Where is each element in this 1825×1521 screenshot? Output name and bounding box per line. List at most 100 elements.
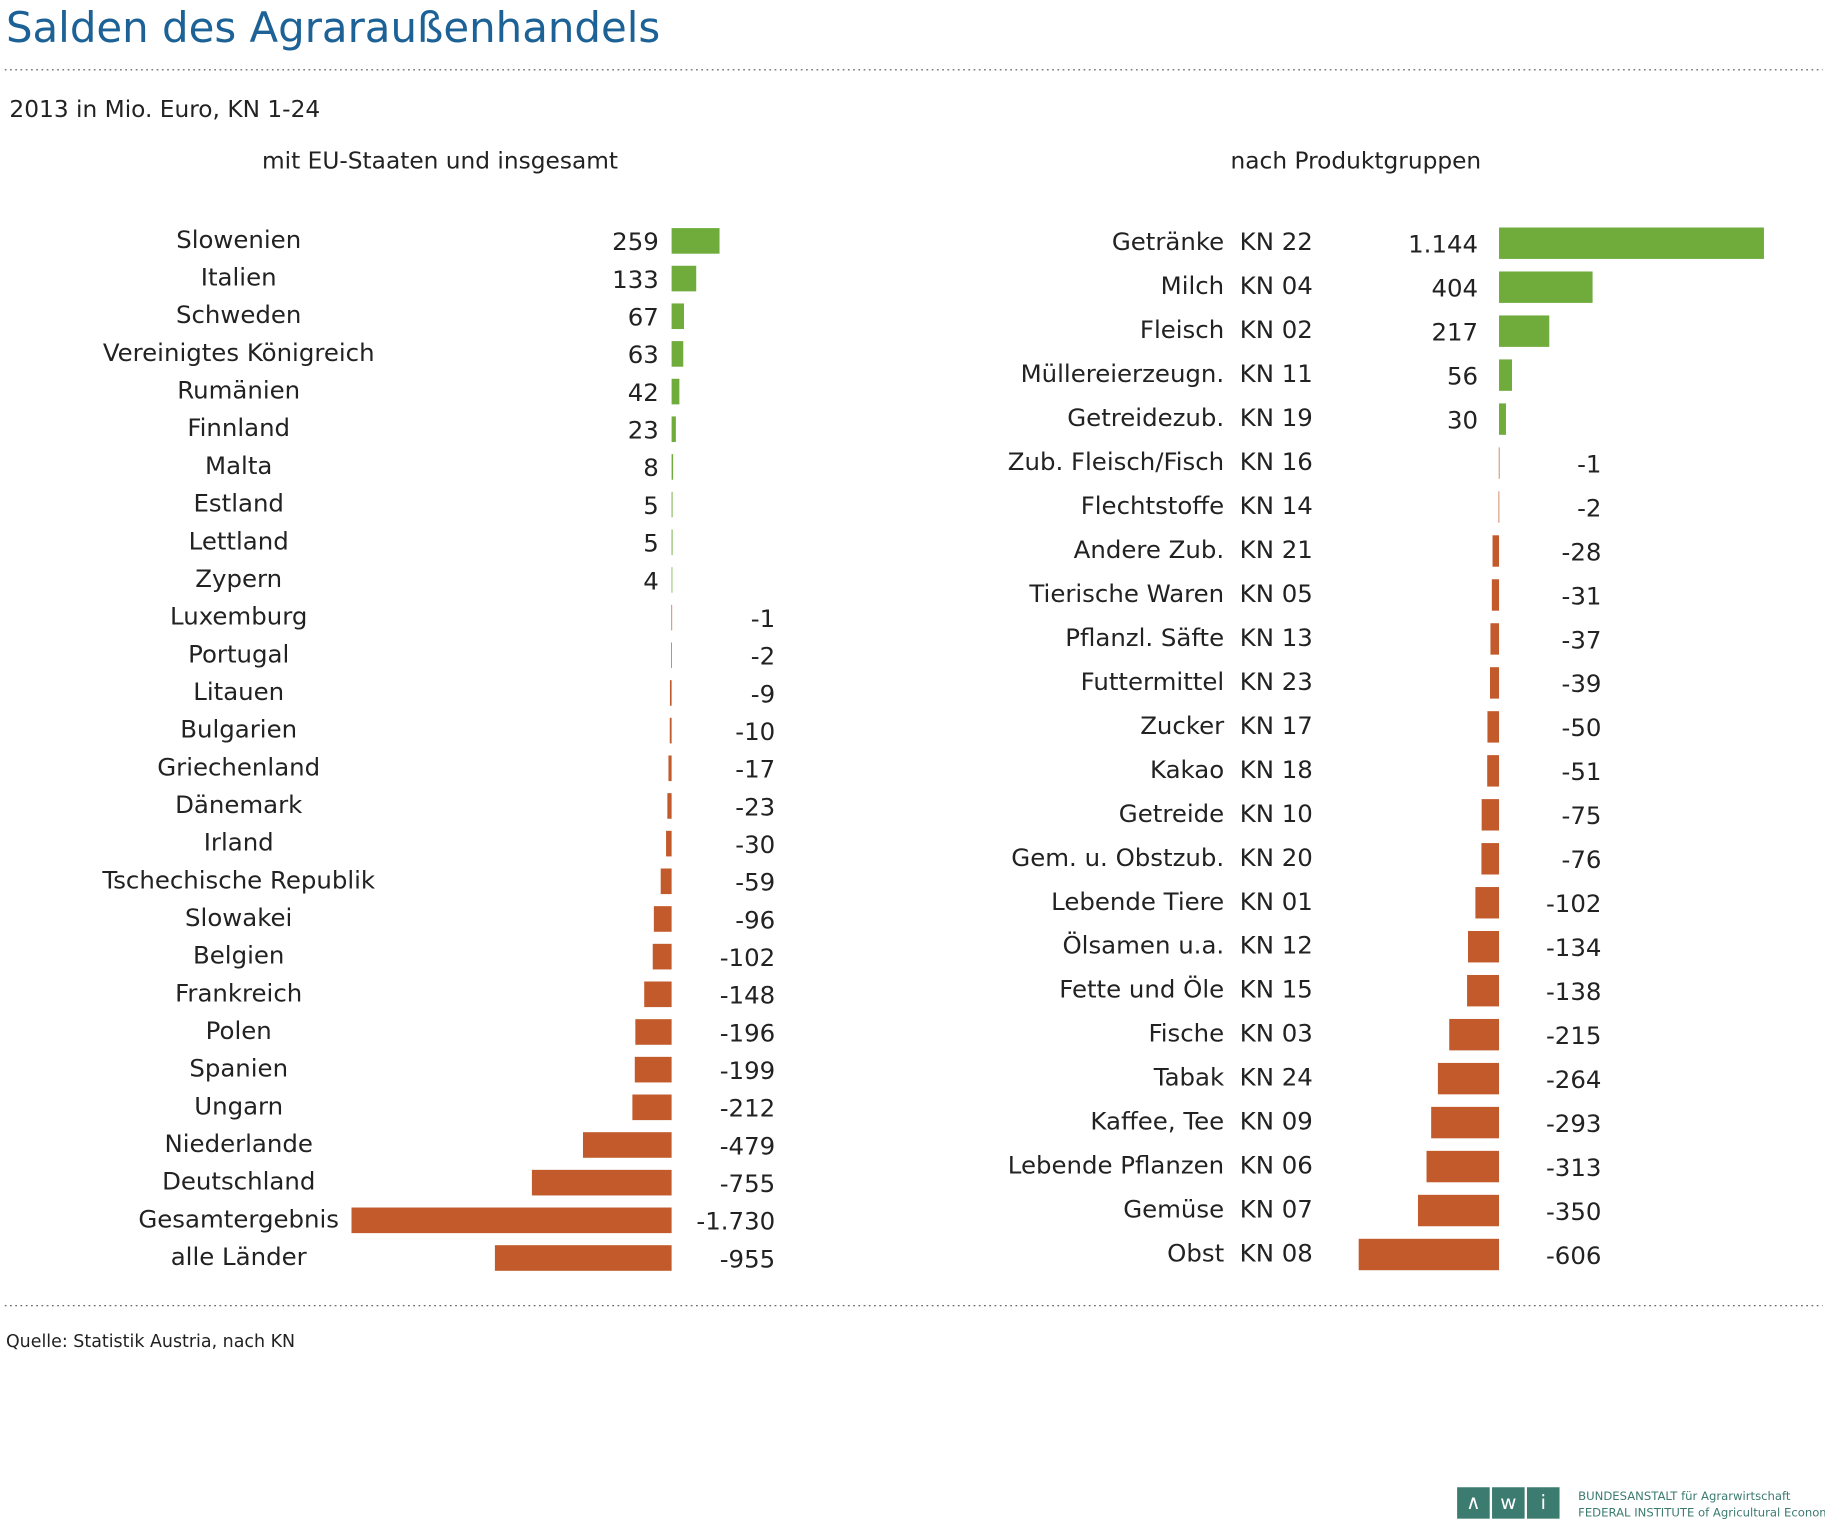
value-label: 30 <box>1447 405 1478 434</box>
bar <box>669 717 672 744</box>
value-label: -196 <box>720 1018 775 1047</box>
chart-title: mit EU-Staaten und insgesamt <box>262 147 618 174</box>
category-label: Slowenien <box>176 225 301 254</box>
value-label: -59 <box>735 868 775 897</box>
bar <box>652 943 672 970</box>
bar <box>1499 271 1593 303</box>
bar <box>671 604 673 631</box>
value-label: -37 <box>1562 625 1602 654</box>
bar <box>1492 535 1500 567</box>
category-label: Gem. u. Obstzub. KN 20 <box>1011 843 1313 872</box>
category-label: Fleisch KN 02 <box>1140 315 1313 344</box>
category-label: Niederlande <box>164 1129 312 1158</box>
category-label: Milch KN 04 <box>1161 271 1313 300</box>
value-label: 63 <box>628 340 659 369</box>
bar <box>671 228 720 254</box>
category-label: Pflanzl. Säfte KN 13 <box>1065 623 1313 652</box>
value-label: -75 <box>1562 801 1602 830</box>
logo-letter: w <box>1500 1491 1516 1514</box>
bar <box>1498 491 1500 523</box>
value-label: -39 <box>1562 669 1602 698</box>
bar <box>671 265 697 292</box>
bar <box>671 303 685 330</box>
category-label: Gemüse KN 07 <box>1123 1195 1313 1224</box>
category-label: Luxemburg <box>170 602 307 631</box>
value-label: -264 <box>1546 1065 1601 1094</box>
category-label: Frankreich <box>175 978 302 1007</box>
value-label: -76 <box>1562 845 1602 874</box>
category-label: Zucker KN 17 <box>1140 711 1313 740</box>
bar <box>671 341 684 367</box>
value-label: -51 <box>1562 757 1602 786</box>
bar <box>351 1207 672 1234</box>
category-label: Zypern <box>195 564 282 593</box>
bar <box>1449 1018 1500 1051</box>
value-label: 217 <box>1431 317 1478 346</box>
bar <box>1499 403 1506 435</box>
value-label: 259 <box>612 227 659 256</box>
bar <box>671 529 673 556</box>
bar <box>671 416 676 443</box>
value-label: 404 <box>1431 274 1478 303</box>
bar <box>635 1019 672 1045</box>
category-label: Andere Zub. KN 21 <box>1074 535 1313 564</box>
value-label: 42 <box>628 378 659 407</box>
value-label: -955 <box>720 1244 775 1273</box>
bar <box>1481 799 1500 831</box>
category-label: Rumänien <box>177 376 300 405</box>
logo-box <box>1457 1487 1490 1519</box>
category-label: Griechenland <box>157 752 320 781</box>
value-label: -17 <box>735 755 775 784</box>
bar <box>1481 843 1500 875</box>
bar <box>667 793 672 819</box>
bar <box>1499 359 1512 391</box>
bar <box>1467 931 1500 963</box>
category-label: Litauen <box>193 677 284 706</box>
bar <box>1487 755 1500 787</box>
category-label: Getreide KN 10 <box>1119 799 1313 828</box>
category-label: Gesamtergebnis <box>138 1204 339 1233</box>
value-label: -2 <box>1577 493 1601 522</box>
value-label: 133 <box>612 265 659 294</box>
category-label: Vereinigtes Königreich <box>103 338 375 367</box>
category-label: Müllereierzeugn. KN 11 <box>1021 359 1313 388</box>
chart-title: nach Produktgruppen <box>1231 147 1482 174</box>
category-label: Kakao KN 18 <box>1150 755 1313 784</box>
bar <box>668 755 672 782</box>
category-label: Lettland <box>189 526 289 555</box>
logo-letter: ∧ <box>1466 1491 1480 1514</box>
value-label: -293 <box>1546 1109 1601 1138</box>
value-label: -350 <box>1546 1197 1601 1226</box>
title: Salden des Agraraußenhandels <box>6 3 660 52</box>
bar <box>634 1056 672 1083</box>
bar <box>1487 711 1500 743</box>
value-label: -1 <box>751 604 775 633</box>
value-label: -148 <box>720 981 775 1010</box>
value-label: -134 <box>1546 933 1601 962</box>
value-label: 5 <box>643 491 659 520</box>
category-label: Obst KN 08 <box>1167 1239 1313 1268</box>
category-label: alle Länder <box>171 1242 308 1271</box>
value-label: -10 <box>735 717 775 746</box>
value-label: -30 <box>735 830 775 859</box>
value-label: 67 <box>628 303 659 332</box>
bar <box>1489 667 1500 699</box>
bar <box>660 868 672 895</box>
value-label: -102 <box>720 943 775 972</box>
bar <box>1417 1194 1500 1227</box>
bar <box>1498 447 1500 479</box>
logo: ∧ w i BUNDESANSTALT für Agrarwirtschaft … <box>1457 1487 1825 1519</box>
category-label: Finnland <box>187 413 290 442</box>
category-label: Schweden <box>176 300 301 329</box>
value-label: -199 <box>720 1056 775 1085</box>
category-label: Malta <box>205 451 272 480</box>
category-label: Italien <box>201 263 277 292</box>
category-label: Slowakei <box>185 903 292 932</box>
category-label: Getränke KN 22 <box>1112 227 1313 256</box>
bar <box>653 906 672 932</box>
value-label: -9 <box>751 679 775 708</box>
category-label: Polen <box>206 1016 272 1045</box>
bar <box>1475 887 1500 919</box>
category-label: Fette und Öle KN 15 <box>1059 975 1313 1004</box>
